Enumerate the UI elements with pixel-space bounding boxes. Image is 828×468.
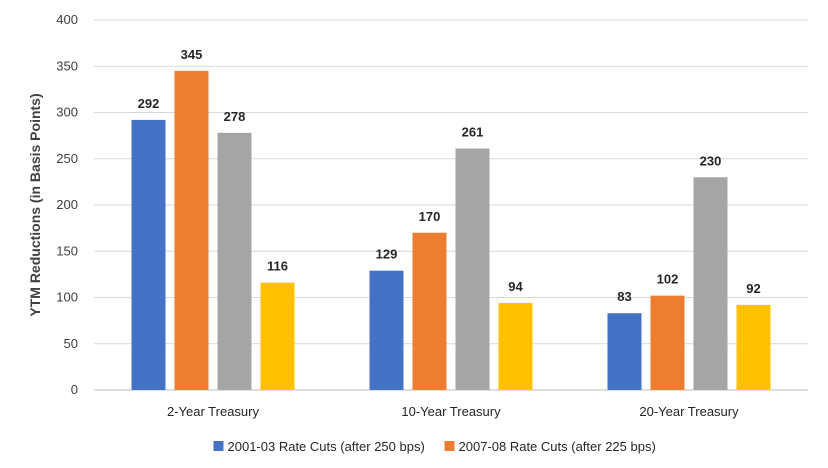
- bar: [693, 177, 728, 390]
- bar: [174, 70, 209, 390]
- x-tick-label: 20-Year Treasury: [639, 404, 739, 419]
- y-tick-label: 50: [64, 336, 78, 351]
- y-tick-label: 250: [56, 151, 78, 166]
- x-tick-label: 2-Year Treasury: [167, 404, 260, 419]
- x-tick-label: 10-Year Treasury: [401, 404, 501, 419]
- bar: [369, 270, 404, 390]
- data-label: 116: [267, 259, 288, 274]
- bar: [607, 313, 642, 390]
- bar: [131, 119, 166, 391]
- y-tick-label: 100: [56, 290, 78, 305]
- legend-label: 2001-03 Rate Cuts (after 250 bps): [228, 439, 425, 454]
- data-label: 230: [700, 153, 722, 168]
- legend-swatch: [213, 441, 224, 451]
- data-label: 83: [617, 289, 631, 304]
- bar: [455, 148, 490, 390]
- legend: 2001-03 Rate Cuts (after 250 bps) 2007-08…: [213, 439, 656, 454]
- data-label: 170: [419, 209, 441, 224]
- bar: [736, 304, 771, 390]
- y-tick-label: 200: [56, 197, 78, 212]
- bar: [260, 282, 295, 390]
- y-tick-label: 0: [71, 382, 78, 397]
- legend-swatch: [444, 441, 455, 451]
- y-axis-ticks: 0 50 100 150 200 250 300 350 400: [56, 12, 78, 397]
- data-labels: 292 345 278 116 129 170 261 94 83 102 230 92: [138, 47, 761, 304]
- bar: [650, 295, 685, 390]
- data-label: 129: [376, 247, 398, 262]
- data-label: 261: [462, 125, 484, 140]
- gridlines: [94, 19, 808, 391]
- data-label: 92: [746, 281, 760, 296]
- data-label: 292: [138, 96, 160, 111]
- data-label: 94: [508, 279, 523, 294]
- bars: [131, 70, 771, 391]
- data-label: 345: [181, 47, 203, 62]
- data-label: 278: [224, 109, 246, 124]
- legend-label: 2007-08 Rate Cuts (after 225 bps): [459, 439, 656, 454]
- bar: [412, 232, 447, 390]
- y-tick-label: 300: [56, 105, 78, 120]
- bar: [498, 303, 533, 390]
- data-label: 102: [657, 272, 679, 287]
- x-axis-labels: 2-Year Treasury 10-Year Treasury 20-Year T…: [167, 404, 739, 419]
- y-axis-title: YTM Reductions (in Basis Points): [27, 93, 43, 316]
- y-tick-label: 150: [56, 243, 78, 258]
- y-tick-label: 350: [56, 58, 78, 73]
- y-tick-label: 400: [56, 12, 78, 27]
- bar: [217, 132, 252, 390]
